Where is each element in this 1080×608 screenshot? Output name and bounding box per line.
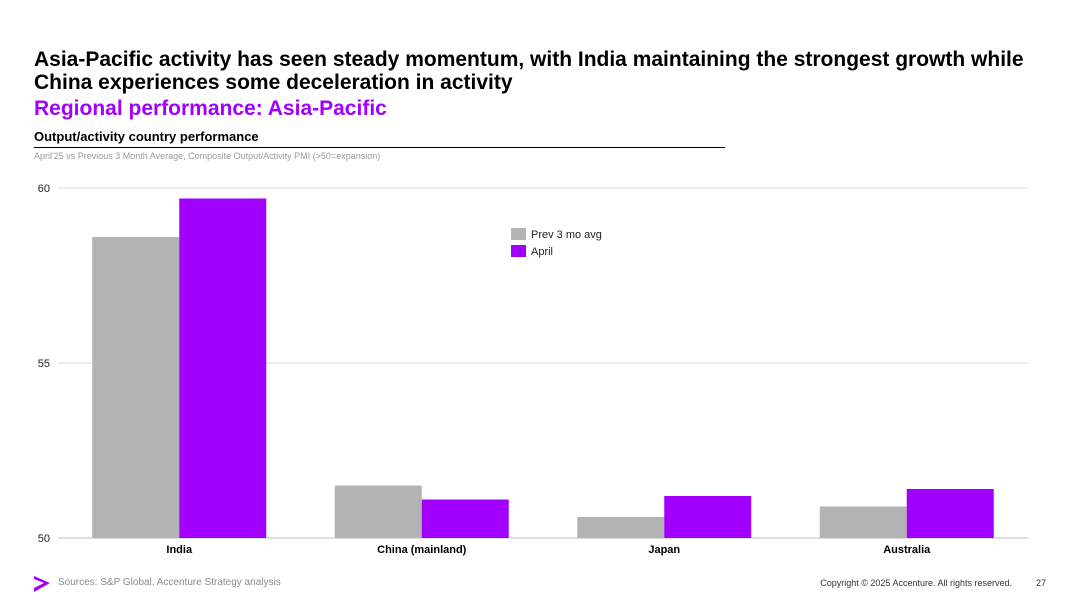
slide-subheading: Regional performance: Asia-Pacific xyxy=(34,97,387,120)
bar-prev xyxy=(577,517,665,538)
chart-title-divider xyxy=(34,147,725,148)
y-tick-label: 55 xyxy=(38,358,50,370)
bar-april xyxy=(179,198,267,538)
bar-april xyxy=(906,489,994,538)
accenture-greater-than-logo-icon xyxy=(34,576,50,592)
x-tick-label: Japan xyxy=(648,544,680,556)
bar-prev xyxy=(92,237,180,538)
x-tick-label: India xyxy=(166,544,193,556)
page-number: 27 xyxy=(1035,578,1046,588)
bar-chart: 50 55 60 India China (mainland) Japan Australi… xyxy=(38,183,1028,556)
bar-prev xyxy=(819,506,907,538)
x-tick-label: China (mainland) xyxy=(377,544,467,556)
legend-swatch xyxy=(511,228,526,240)
legend-swatch xyxy=(511,245,526,257)
x-tick-label: Australia xyxy=(883,544,931,556)
bar-prev xyxy=(334,485,422,538)
legend-label: Prev 3 mo avg xyxy=(531,229,602,241)
chart-title: Output/activity country performance xyxy=(34,129,259,144)
footer-copyright: Copyright © 2025 Accenture. All rights r… xyxy=(820,578,1012,588)
y-tick-label: 60 xyxy=(38,183,50,195)
slide-headline: Asia-Pacific activity has seen steady mo… xyxy=(34,48,1024,94)
legend-label: April xyxy=(531,246,553,258)
bar-april xyxy=(421,499,509,538)
bar-april xyxy=(664,496,752,538)
y-tick-label: 50 xyxy=(38,533,50,545)
footer-sources: Sources: S&P Global, Accenture Strategy … xyxy=(58,577,281,588)
chart-subtitle: April'25 vs Previous 3 Month Average, Co… xyxy=(34,151,381,161)
